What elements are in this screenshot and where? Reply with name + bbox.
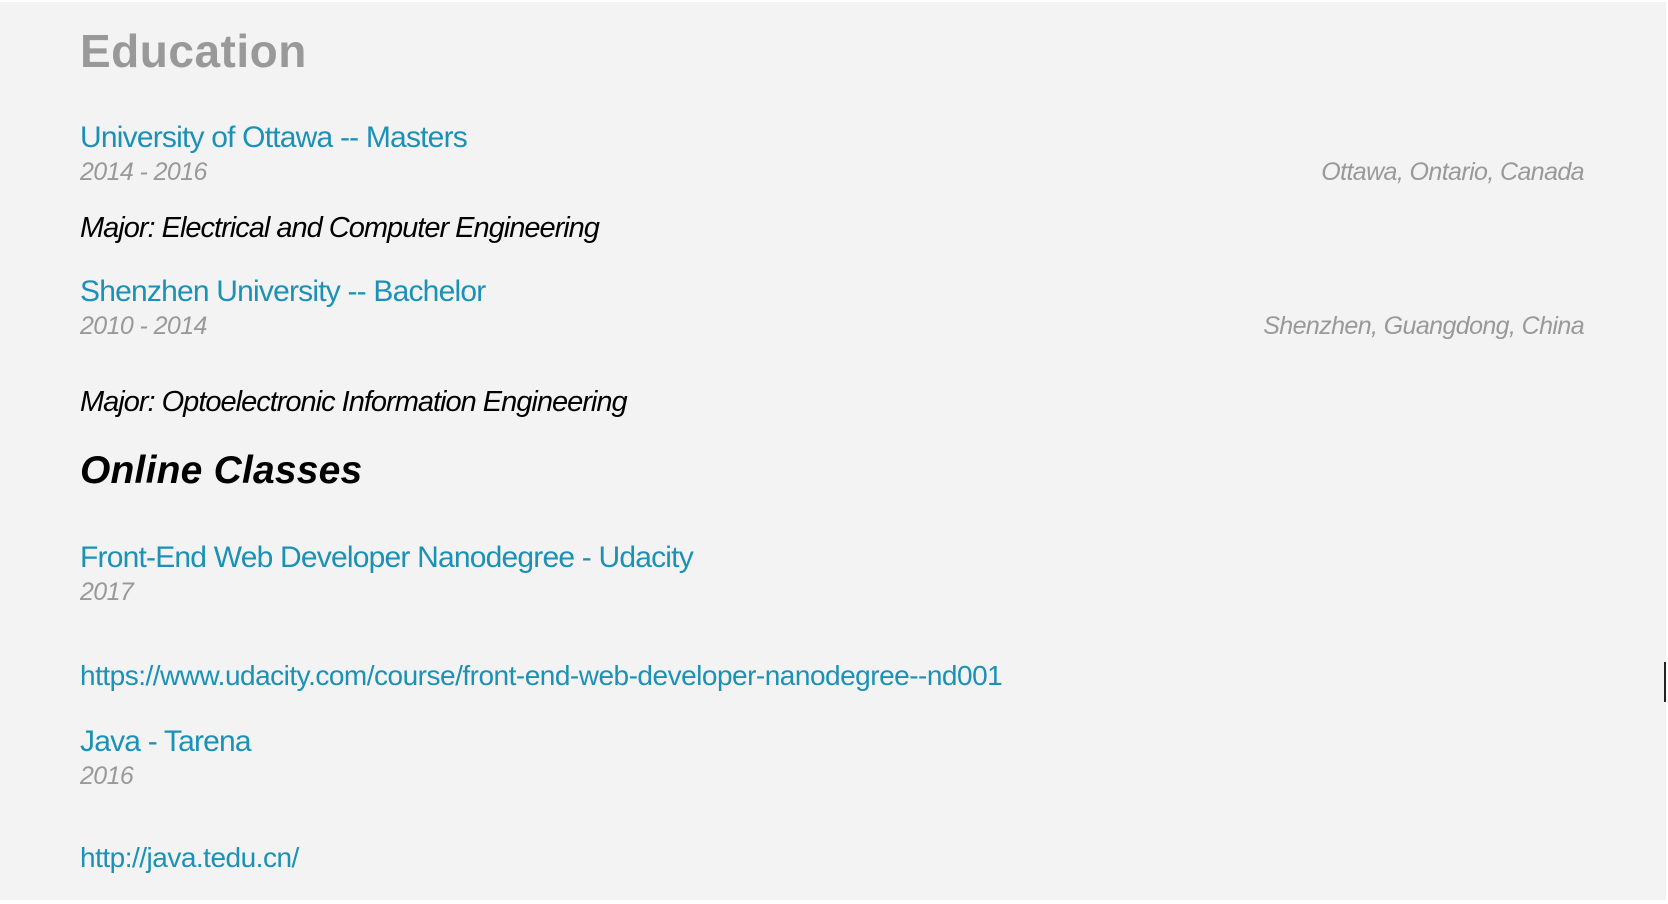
course-url-udacity[interactable]: https://www.udacity.com/course/front-end… [80, 660, 1003, 691]
window-edge-mark [1664, 662, 1666, 702]
course-meta-row: 2016 [80, 760, 1584, 792]
online-classes-heading: Online Classes [80, 449, 363, 492]
school-link-university-of-ottawa[interactable]: University of Ottawa -- Masters [80, 121, 468, 154]
school-dates: 2010 - 2014 [80, 312, 207, 340]
school-location: Ottawa, Ontario, Canada [1321, 158, 1584, 186]
school-meta-row: 2014 - 2016 Ottawa, Ontario, Canada [80, 156, 1585, 188]
education-entry-ottawa: University of Ottawa -- Masters 2014 - 2… [80, 120, 1585, 188]
course-entry-tarena: Java - Tarena 2016 [80, 724, 1584, 792]
course-link-tarena[interactable]: Java - Tarena [80, 725, 252, 758]
major-shenzhen: Major: Optoelectronic Information Engine… [80, 386, 628, 418]
education-heading: Education [80, 25, 307, 77]
course-dates: 2017 [80, 578, 134, 606]
course-entry-udacity: Front-End Web Developer Nanodegree - Uda… [80, 540, 1584, 608]
course-dates: 2016 [80, 762, 134, 790]
course-meta-row: 2017 [80, 576, 1584, 608]
course-url-tarena[interactable]: http://java.tedu.cn/ [80, 842, 299, 873]
school-location: Shenzhen, Guangdong, China [1263, 312, 1584, 340]
course-link-udacity[interactable]: Front-End Web Developer Nanodegree - Uda… [80, 541, 694, 574]
major-ottawa: Major: Electrical and Computer Engineeri… [80, 212, 600, 244]
school-link-shenzhen-university[interactable]: Shenzhen University -- Bachelor [80, 275, 486, 308]
school-dates: 2014 - 2016 [80, 158, 207, 186]
education-entry-shenzhen: Shenzhen University -- Bachelor 2010 - 2… [80, 274, 1585, 342]
school-meta-row: 2010 - 2014 Shenzhen, Guangdong, China [80, 310, 1585, 342]
